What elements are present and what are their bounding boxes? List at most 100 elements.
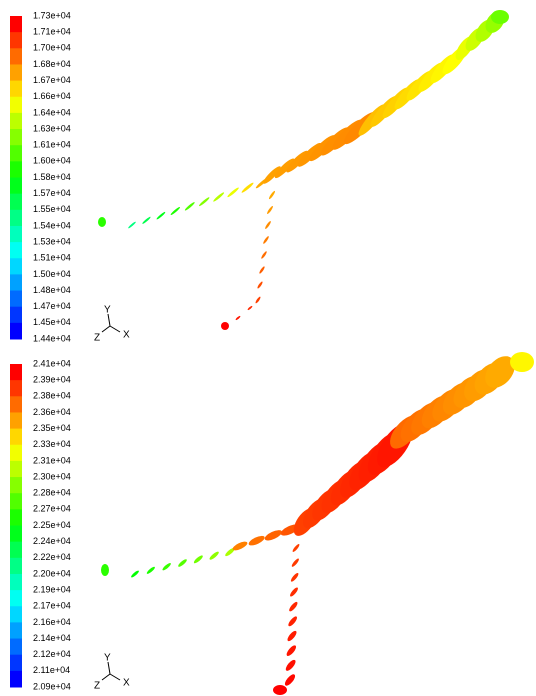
particle — [247, 305, 253, 310]
colorbar-swatch — [10, 558, 22, 575]
colorbar-label: 1.68e+04 — [33, 59, 71, 69]
colorbar-label: 1.57e+04 — [33, 188, 71, 198]
particle — [292, 543, 301, 553]
axis-line — [110, 674, 120, 680]
particle — [284, 658, 297, 672]
colorbar-label: 2.41e+04 — [33, 358, 71, 368]
particle — [162, 562, 172, 571]
colorbar-swatch — [10, 129, 22, 146]
particle — [491, 10, 509, 24]
colorbar-swatch — [10, 639, 22, 656]
particle — [510, 352, 534, 372]
particle — [235, 315, 241, 320]
particle — [257, 281, 264, 289]
colorbar-label: 1.60e+04 — [33, 156, 71, 166]
visualization: 1.73e+041.71e+041.70e+041.68e+041.67e+04… — [0, 0, 536, 696]
particle — [128, 221, 137, 229]
axis-label: X — [123, 330, 130, 341]
colorbar-label: 1.58e+04 — [33, 172, 71, 182]
particle — [273, 685, 287, 695]
colorbar-swatch — [10, 493, 22, 510]
particle — [212, 191, 224, 202]
particle — [255, 296, 262, 304]
particle — [208, 550, 219, 560]
colorbar-label: 1.66e+04 — [33, 91, 71, 101]
particle — [241, 182, 255, 194]
particle — [262, 236, 269, 245]
particle — [227, 187, 240, 199]
colorbar-swatch — [10, 606, 22, 623]
particle — [290, 572, 300, 583]
colorbar-label: 2.17e+04 — [33, 601, 71, 611]
colorbar-swatch — [10, 671, 22, 688]
particle — [285, 644, 298, 657]
colorbar-swatch — [10, 194, 22, 211]
particle — [260, 251, 267, 260]
colorbar-label: 1.44e+04 — [33, 333, 71, 343]
colorbar-swatch — [10, 445, 22, 462]
particle — [170, 206, 181, 216]
particle — [146, 566, 156, 575]
colorbar-swatch — [10, 81, 22, 98]
colorbar-swatch — [10, 97, 22, 114]
particle — [264, 220, 271, 229]
colorbar-label: 2.31e+04 — [33, 455, 71, 465]
colorbar-label: 2.16e+04 — [33, 617, 71, 627]
colorbar-label: 1.50e+04 — [33, 269, 71, 279]
colorbar-swatch — [10, 590, 22, 607]
axis-label: Y — [104, 653, 111, 664]
colorbar-label: 1.61e+04 — [33, 140, 71, 150]
particle — [259, 266, 266, 274]
particle — [283, 673, 297, 688]
colorbar-swatch — [10, 574, 22, 591]
axis-line — [108, 662, 110, 674]
colorbar-swatch — [10, 16, 22, 33]
colorbar-swatch — [10, 274, 22, 291]
colorbar-label: 1.71e+04 — [33, 27, 71, 37]
colorbar-swatch — [10, 655, 22, 672]
colorbar-label: 2.11e+04 — [33, 665, 70, 675]
axis-label: Z — [94, 333, 100, 344]
colorbar-label: 2.39e+04 — [33, 375, 71, 385]
particle — [177, 558, 188, 568]
colorbar-label: 2.36e+04 — [33, 407, 71, 417]
particle — [130, 570, 140, 579]
axis-label: Y — [104, 305, 111, 316]
colorbar-label: 2.22e+04 — [33, 552, 71, 562]
particle — [288, 601, 299, 613]
colorbar-label: 1.55e+04 — [33, 204, 71, 214]
colorbar-swatch — [10, 526, 22, 543]
colorbar-label: 2.12e+04 — [33, 649, 71, 659]
colorbar-label: 1.54e+04 — [33, 220, 71, 230]
axis-line — [102, 326, 110, 332]
colorbar-label: 1.70e+04 — [33, 43, 71, 53]
particle — [287, 615, 298, 627]
particle — [263, 528, 283, 543]
axis-line — [110, 326, 120, 332]
colorbar-label: 2.27e+04 — [33, 504, 71, 514]
colorbar-swatch — [10, 509, 22, 526]
colorbar-swatch — [10, 161, 22, 178]
colorbar-label: 2.28e+04 — [33, 488, 71, 498]
particle — [198, 196, 210, 207]
colorbar-label: 2.30e+04 — [33, 471, 71, 481]
colorbar-label: 1.63e+04 — [33, 123, 71, 133]
particle — [247, 534, 266, 547]
colorbar-label: 2.19e+04 — [33, 584, 71, 594]
colorbar-swatch — [10, 429, 22, 446]
colorbar-swatch — [10, 461, 22, 478]
axis-line — [108, 314, 110, 326]
colorbar-swatch — [10, 178, 22, 195]
colorbar-swatch — [10, 210, 22, 227]
screenshot: 1.73e+041.71e+041.70e+041.68e+041.67e+04… — [0, 0, 536, 696]
colorbar-label: 1.73e+04 — [33, 10, 71, 20]
colorbar-swatch — [10, 64, 22, 81]
colorbar-label: 1.64e+04 — [33, 107, 71, 117]
colorbar-label: 1.51e+04 — [33, 253, 71, 263]
colorbar-swatch — [10, 542, 22, 559]
colorbar-swatch — [10, 242, 22, 259]
colorbar-label: 1.53e+04 — [33, 236, 71, 246]
particle — [291, 558, 300, 568]
particle — [142, 216, 152, 224]
colorbar-swatch — [10, 113, 22, 130]
